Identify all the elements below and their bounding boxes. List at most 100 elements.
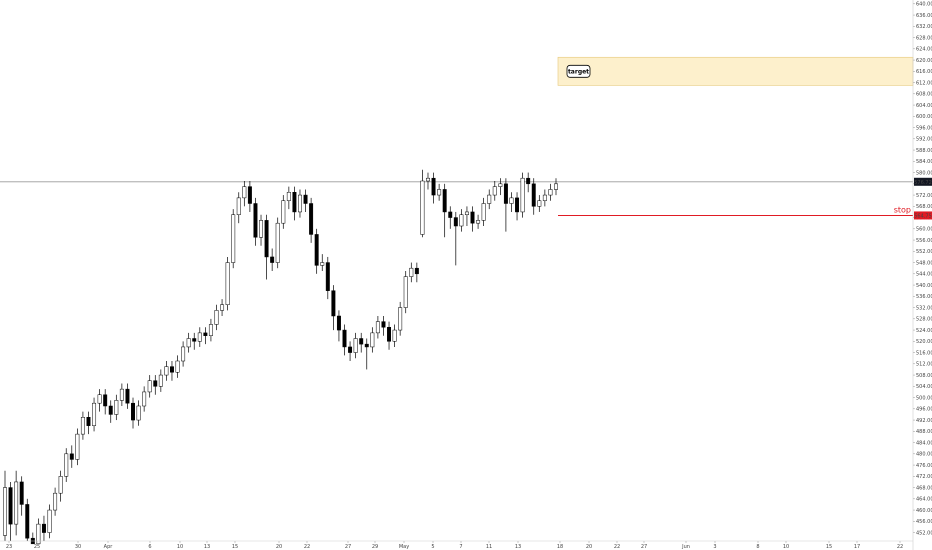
x-tick-label: 13 <box>204 544 210 550</box>
candle-body-down <box>309 203 314 235</box>
candle <box>537 195 542 212</box>
candle <box>320 254 325 271</box>
candle-body-up <box>114 400 119 415</box>
candle <box>403 271 408 314</box>
stop-price-badge: 564.75 <box>914 211 932 220</box>
stop-price-badge-bg <box>914 211 932 220</box>
candle <box>481 197 486 226</box>
candle <box>153 375 158 395</box>
candle <box>164 361 169 381</box>
candle-body-up <box>158 374 163 387</box>
candle-body-up <box>14 481 19 525</box>
y-tick-label: 492.00 <box>916 418 932 424</box>
candle <box>53 487 58 516</box>
candle-body-down <box>192 338 197 342</box>
y-tick-label: 520.00 <box>916 339 932 345</box>
candle <box>203 327 208 345</box>
x-tick-label: 10 <box>783 544 789 550</box>
candle <box>459 209 464 232</box>
candle <box>437 183 442 201</box>
x-tick-label: 23 <box>6 544 12 550</box>
candle-body-down <box>303 194 308 204</box>
candle-body-down <box>19 481 24 505</box>
candle-body-up <box>375 321 380 334</box>
candle <box>353 332 358 359</box>
candle-body-down <box>348 346 353 353</box>
y-tick-label: 468.00 <box>916 485 932 491</box>
candle-body-up <box>409 267 414 277</box>
candle <box>270 248 275 271</box>
y-tick-label: 540.00 <box>916 283 932 289</box>
candle-body-down <box>359 338 364 345</box>
candle <box>381 316 386 336</box>
candle <box>58 470 63 502</box>
candle-body-down <box>41 523 46 533</box>
x-tick-label: 15 <box>826 544 832 550</box>
candle-body-up <box>487 194 492 204</box>
candle <box>75 428 80 466</box>
target-zone-box[interactable] <box>557 56 914 86</box>
candle <box>387 321 392 350</box>
target-zone[interactable] <box>557 56 914 86</box>
candle <box>498 178 503 196</box>
y-tick-label: 636.00 <box>916 13 932 19</box>
candle-body-up <box>298 194 302 213</box>
candle-body-down <box>253 203 258 238</box>
candle <box>30 532 35 545</box>
candle <box>41 515 46 541</box>
candle <box>236 192 241 224</box>
candles-group <box>3 169 558 545</box>
candle-body-up <box>53 492 58 511</box>
x-tick-label: 13 <box>515 544 521 550</box>
y-tick-label: 500.00 <box>916 395 932 401</box>
x-tick-label: 17 <box>854 544 860 550</box>
y-tick-label: 476.00 <box>916 463 932 469</box>
candle <box>186 332 191 353</box>
y-tick-label: 452.00 <box>916 530 932 536</box>
candle-body-down <box>8 487 13 525</box>
x-tick-label: 27 <box>345 544 351 550</box>
candle-body-down <box>515 197 520 213</box>
target-label-box[interactable] <box>566 64 591 78</box>
candle-body-down <box>86 417 91 426</box>
candle <box>247 181 252 212</box>
y-tick-label: 456.00 <box>916 519 932 525</box>
y-tick-label: 584.00 <box>916 159 932 165</box>
y-tick-label: 516.00 <box>916 350 932 356</box>
candle-body-down <box>470 211 475 224</box>
candle-body-up <box>459 214 464 227</box>
candle <box>69 445 74 468</box>
candle-body-up <box>426 177 430 182</box>
candle <box>147 375 152 398</box>
candle-body-down <box>331 290 336 317</box>
x-tick-label: 8 <box>756 544 759 550</box>
candle <box>14 470 19 536</box>
y-tick-label: 580.00 <box>916 170 932 176</box>
candle <box>554 178 558 196</box>
candle <box>526 172 531 193</box>
candle <box>503 178 508 232</box>
candle-body-up <box>320 262 325 266</box>
candle <box>375 316 380 339</box>
candle-body-up <box>142 391 147 407</box>
candle-body-up <box>80 417 85 435</box>
candle <box>487 189 492 210</box>
candle-body-down <box>431 177 436 196</box>
current-price-badge: 576.72 <box>914 177 932 186</box>
candle <box>292 186 297 221</box>
candle-body-down <box>270 256 275 263</box>
candle-body-down <box>381 321 386 328</box>
candle-body-up <box>175 360 180 373</box>
candle-body-up <box>498 183 503 187</box>
candle-body-up <box>231 214 236 263</box>
candle <box>86 411 91 435</box>
candle <box>548 183 553 201</box>
candle-body-down <box>414 267 419 275</box>
target-label-group[interactable]: target <box>566 64 591 78</box>
candle-body-up <box>398 307 403 331</box>
y-tick-label: 552.00 <box>916 249 932 255</box>
candle <box>392 324 397 347</box>
candle-body-down <box>292 192 297 213</box>
x-tick-label: 11 <box>486 544 492 550</box>
